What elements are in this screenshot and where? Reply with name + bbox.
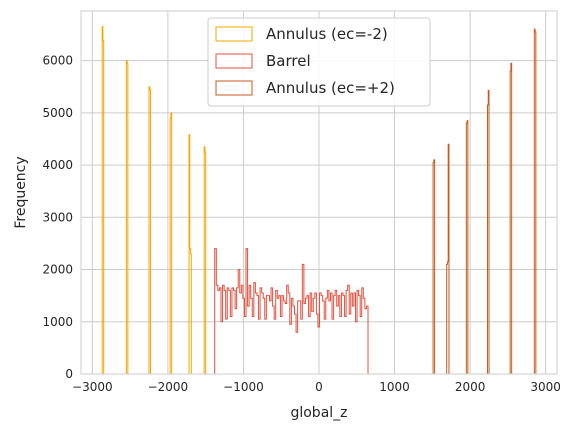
series-barrel bbox=[214, 248, 369, 374]
histogram-bin bbox=[248, 306, 250, 374]
histogram-bin bbox=[190, 249, 191, 374]
histogram-bin bbox=[365, 309, 367, 374]
series-outline-barrel bbox=[214, 248, 369, 374]
histogram-bin bbox=[262, 293, 264, 374]
histogram-bin bbox=[269, 301, 271, 374]
histogram-bin bbox=[305, 298, 307, 374]
histogram-bin bbox=[285, 303, 287, 374]
histogram-bin bbox=[296, 332, 298, 374]
histogram-bin bbox=[235, 309, 237, 374]
x-tick-label: 0 bbox=[315, 380, 323, 394]
histogram-bin bbox=[301, 319, 303, 374]
histogram-bin bbox=[240, 293, 242, 374]
histogram-bin bbox=[363, 298, 365, 374]
y-axis-ticks: 0 1000 2000 3000 4000 5000 6000 bbox=[42, 54, 73, 381]
series-annulus-ec-2 bbox=[432, 28, 537, 374]
histogram-bin bbox=[321, 296, 323, 374]
histogram-bin bbox=[252, 317, 254, 374]
histogram-bin bbox=[309, 317, 311, 374]
histogram-bin bbox=[277, 298, 279, 374]
histogram-bin bbox=[284, 301, 286, 374]
histogram-bin bbox=[221, 322, 223, 374]
histogram-bin bbox=[265, 319, 267, 374]
histogram-bin bbox=[218, 290, 220, 374]
x-tick-label: 1000 bbox=[379, 380, 410, 394]
y-axis-label: Frequency bbox=[13, 156, 29, 228]
series-outline-annulus-ec-2 bbox=[101, 26, 207, 374]
histogram-bin bbox=[293, 306, 295, 374]
legend-label-annulus-ec-minus-2: Annulus (ec=-2) bbox=[266, 25, 388, 43]
legend: Annulus (ec=-2) Barrel Annulus (ec=+2) bbox=[207, 17, 431, 107]
legend-label-barrel: Barrel bbox=[266, 52, 311, 70]
histogram-bin bbox=[226, 319, 228, 374]
histogram-bin bbox=[332, 319, 334, 374]
y-tick-label: 4000 bbox=[42, 158, 73, 172]
histogram-bin bbox=[447, 262, 448, 374]
histogram-bin bbox=[244, 317, 246, 374]
histogram-bin bbox=[304, 303, 306, 374]
histogram-bin bbox=[230, 317, 232, 374]
y-tick-label: 6000 bbox=[42, 54, 73, 68]
histogram-bin bbox=[216, 285, 218, 374]
histogram-bin bbox=[329, 301, 331, 374]
histogram-bin bbox=[337, 306, 339, 374]
histogram-bin bbox=[274, 319, 276, 374]
y-tick-label: 0 bbox=[65, 367, 73, 381]
x-tick-label: −3000 bbox=[72, 380, 113, 394]
legend-swatch-annulus-ec-minus-2 bbox=[215, 26, 253, 42]
histogram-series bbox=[101, 26, 537, 374]
histogram-bin bbox=[345, 317, 347, 374]
series-annulus-ec-2 bbox=[101, 26, 207, 374]
x-tick-label: 3000 bbox=[530, 380, 561, 394]
plot-area-border bbox=[80, 10, 558, 375]
histogram-bin bbox=[327, 290, 329, 374]
histogram-bin bbox=[290, 324, 292, 374]
histogram-bin bbox=[324, 319, 326, 374]
legend-swatch-barrel bbox=[215, 53, 253, 69]
histogram-bin bbox=[259, 319, 261, 374]
x-tick-label: −2000 bbox=[148, 380, 189, 394]
histogram-bin bbox=[340, 317, 342, 374]
histogram-bin bbox=[268, 296, 270, 374]
legend-swatch-annulus-ec-plus-2 bbox=[215, 80, 253, 96]
y-tick-label: 5000 bbox=[42, 106, 73, 120]
y-tick-label: 1000 bbox=[42, 315, 73, 329]
histogram-bin bbox=[360, 317, 362, 374]
x-tick-label: −1000 bbox=[223, 380, 264, 394]
x-tick-label: 2000 bbox=[455, 380, 486, 394]
x-axis-label: global_z bbox=[290, 405, 347, 421]
y-tick-label: 2000 bbox=[42, 263, 73, 277]
legend-box bbox=[207, 17, 431, 107]
histogram-bin bbox=[312, 311, 314, 374]
histogram-bin bbox=[355, 322, 357, 374]
x-axis-ticks: −3000 −2000 −1000 0 1000 2000 3000 bbox=[72, 380, 561, 394]
series-outline-annulus-ec-2 bbox=[432, 28, 537, 374]
histogram-bin bbox=[280, 317, 282, 374]
histogram-bin bbox=[255, 293, 257, 374]
histogram-bin bbox=[352, 306, 354, 374]
legend-label-annulus-ec-plus-2: Annulus (ec=+2) bbox=[266, 79, 395, 97]
histogram-bin bbox=[349, 314, 351, 374]
y-tick-label: 3000 bbox=[42, 210, 73, 224]
